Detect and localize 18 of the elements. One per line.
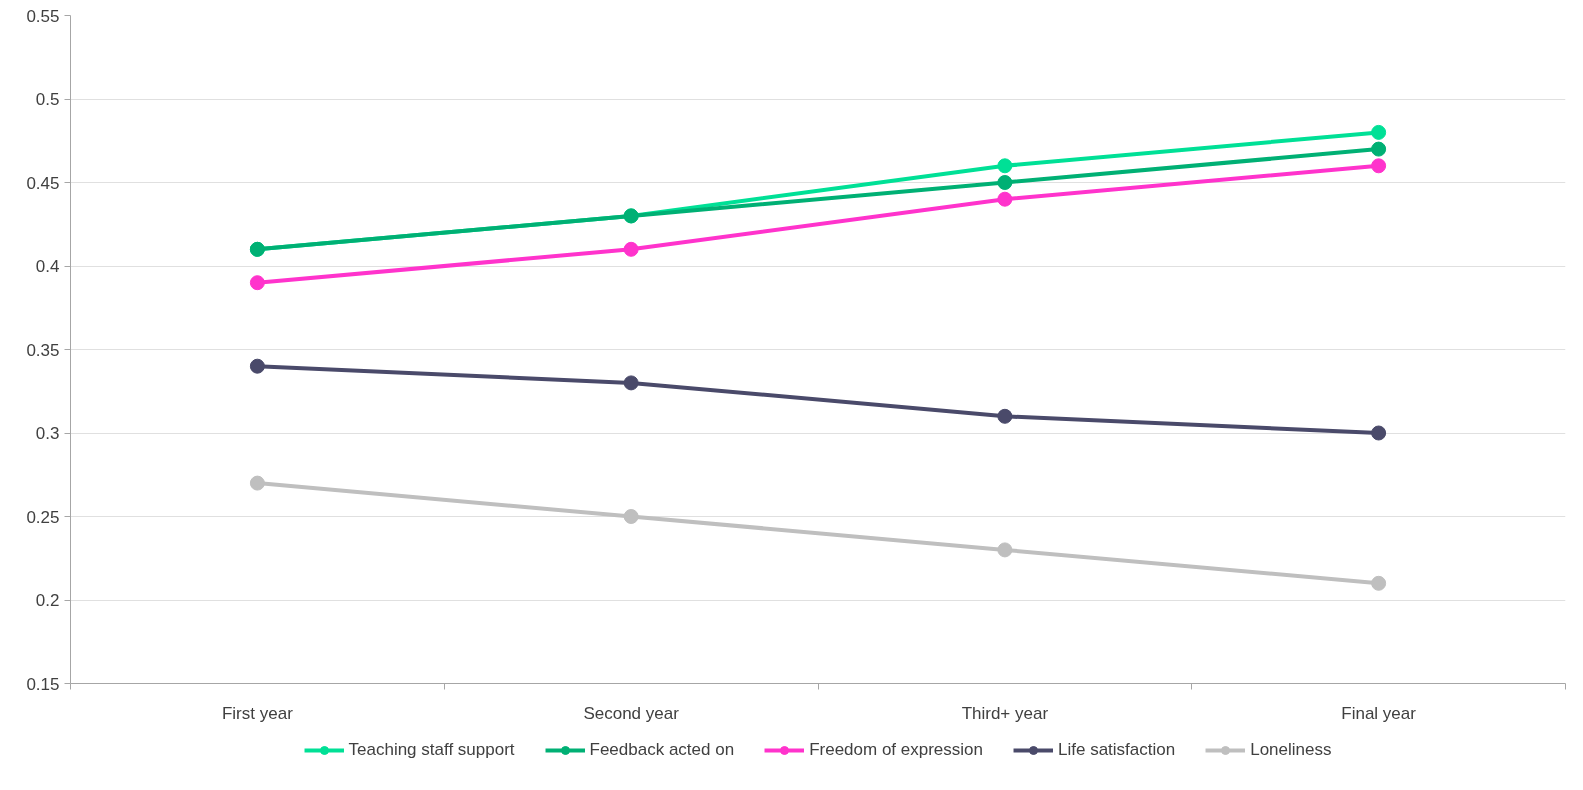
y-tick-label: 0.35	[26, 340, 60, 360]
x-tick-label: Final year	[1341, 703, 1417, 723]
y-tick-label: 0.45	[26, 173, 60, 193]
y-tick-label: 0.2	[35, 591, 60, 610]
legend-label: Feedback acted on	[589, 740, 735, 760]
y-tick-label: 0.3	[35, 424, 60, 443]
y-tick-label: 0.15	[26, 674, 60, 694]
legend-label: Teaching staff support	[348, 740, 515, 760]
legend-label: Life satisfaction	[1058, 740, 1176, 760]
y-tick-label: 0.5	[35, 90, 60, 109]
y-tick-label: 0.55	[26, 6, 60, 26]
x-tick-label: First year	[221, 703, 294, 723]
legend-label: Loneliness	[1250, 740, 1332, 760]
y-tick-label: 0.4	[35, 257, 60, 276]
y-tick-label: 0.25	[26, 507, 60, 527]
x-tick-label: Second year	[583, 703, 680, 723]
legend-label: Freedom of expression	[809, 740, 984, 760]
x-tick-label: Third+ year	[961, 703, 1049, 723]
